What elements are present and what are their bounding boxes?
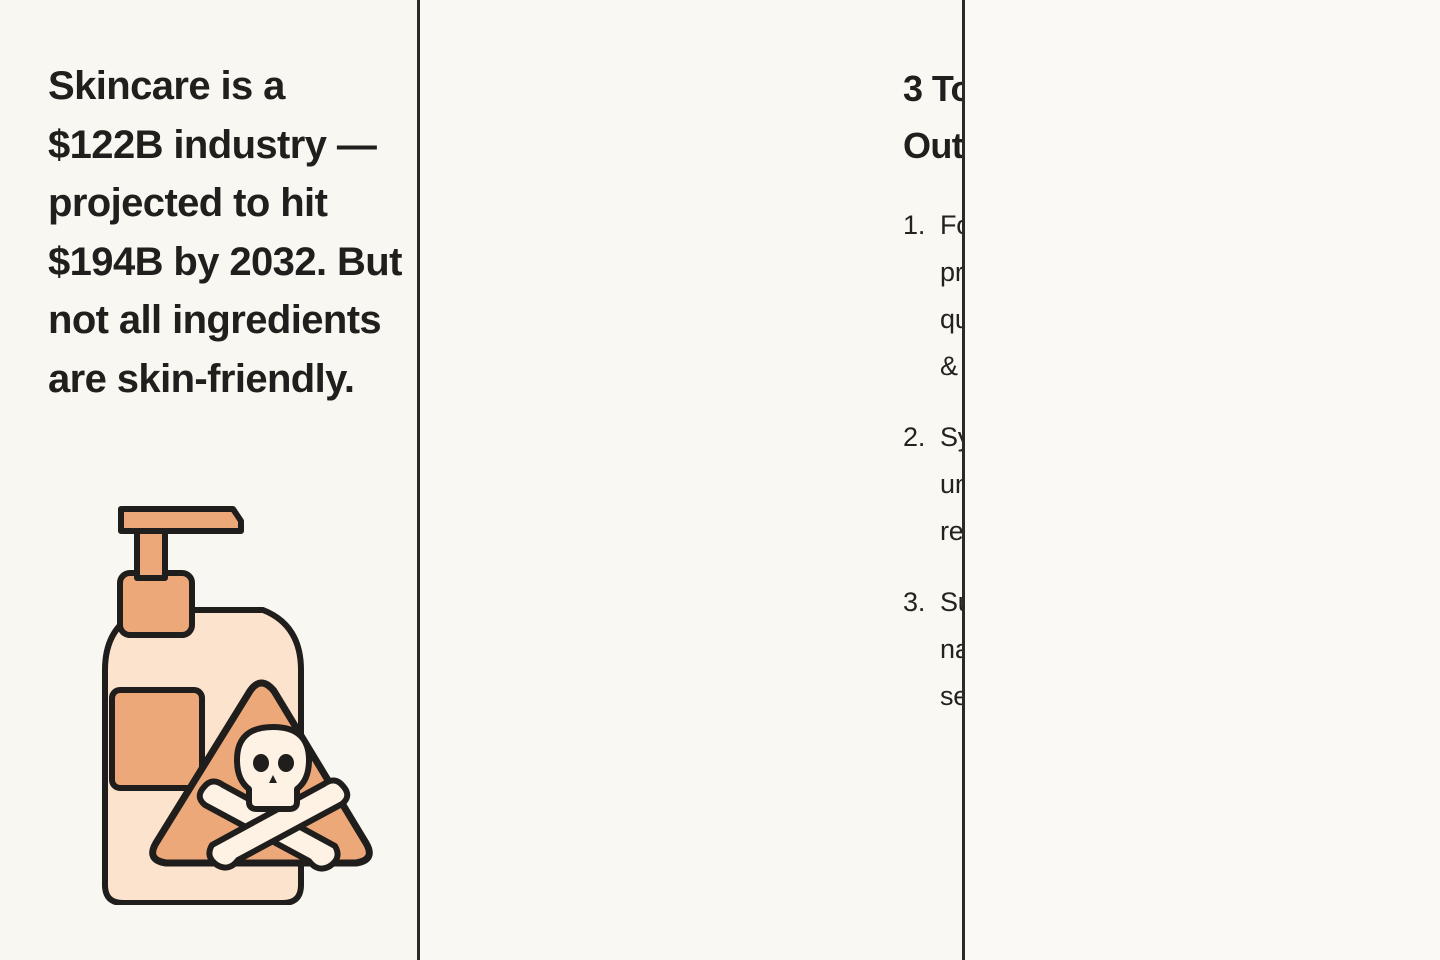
column-divider-2 bbox=[962, 0, 965, 960]
list-item: 2. Synthetic fragrances (‘Parfum’) → und… bbox=[903, 414, 962, 555]
list-item-text: Sulfates (SLS, SLES) → strip natural oil… bbox=[940, 587, 962, 711]
list-item-number: 1. bbox=[903, 210, 926, 240]
column-market-size-headline: Skincare is a $122B industry — projected… bbox=[48, 64, 402, 401]
column-sensitive-skin: 44.6% of U.S. adults report sensitive sk… bbox=[965, 0, 1440, 960]
list-item-text: Formaldehyde-releasing preservatives (DM… bbox=[940, 210, 962, 381]
list-item-number: 3. bbox=[903, 587, 926, 617]
column-divider-1 bbox=[417, 0, 420, 960]
pump-bottle-with-toxic-hazard-sign-illustration bbox=[75, 495, 415, 905]
list-item-text: Synthetic fragrances (‘Parfum’) → undisc… bbox=[940, 422, 962, 546]
list-item: 3. Sulfates (SLS, SLES) → strip natural … bbox=[903, 579, 962, 720]
column-toxic-ingredients-headline: 3 Toxic Ingredients to Watch Out For: bbox=[903, 68, 962, 166]
toxic-ingredients-list: 1. Formaldehyde-releasing preservatives … bbox=[903, 202, 962, 744]
list-item-number: 2. bbox=[903, 422, 926, 452]
column-toxic-ingredients: 3 Toxic Ingredients to Watch Out For: 1.… bbox=[420, 0, 962, 960]
list-item: 1. Formaldehyde-releasing preservatives … bbox=[903, 202, 962, 390]
column-market-size: Skincare is a $122B industry — projected… bbox=[0, 0, 417, 960]
